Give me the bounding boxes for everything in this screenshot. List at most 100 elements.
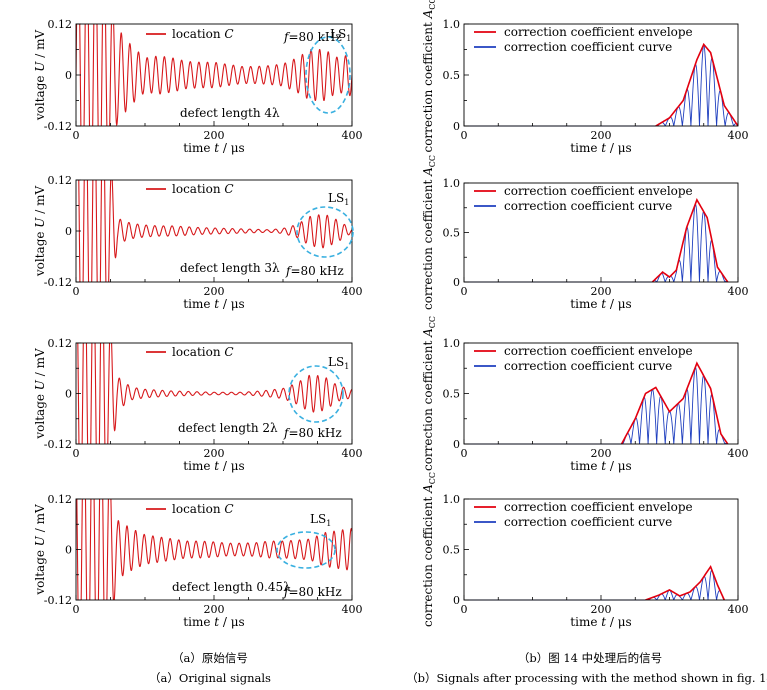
- x-axis-label-main: time: [183, 615, 214, 629]
- legend-location: location C: [172, 27, 234, 41]
- defect-length-annotation: defect length 3λ: [180, 261, 280, 275]
- y-axis-label-main: voltage: [33, 390, 47, 439]
- y-axis-label: correction coefficient ACC: [421, 316, 437, 471]
- x-axis-label-var: t: [214, 615, 219, 629]
- legend-location: location C: [172, 345, 234, 359]
- x-axis-label-main: time: [183, 141, 214, 155]
- frequency-value: =80 kHz: [290, 264, 343, 278]
- x-axis-label-unit: / μs: [219, 297, 245, 311]
- ls1-label-sub: 1: [344, 362, 349, 371]
- legend-curve: correction coefficient curve: [504, 359, 672, 373]
- x-axis-label: time t / μs: [183, 459, 244, 473]
- y-tick-label: -0.12: [44, 594, 72, 607]
- y-tick-label: 0: [65, 388, 72, 401]
- frequency-value: =80 kHz: [288, 585, 341, 599]
- x-axis-label-unit: / μs: [219, 141, 245, 155]
- correction-coefficient-envelope: [655, 42, 738, 126]
- y-tick-label: 1.0: [443, 493, 461, 506]
- x-axis-label-var: t: [601, 615, 606, 629]
- x-axis-label-var: t: [601, 459, 606, 473]
- x-axis-label-main: time: [570, 615, 601, 629]
- y-tick-label: -0.12: [44, 276, 72, 289]
- defect-length-annotation: defect length 4λ: [180, 106, 280, 120]
- y-axis-label: correction coefficient ACC: [421, 472, 437, 627]
- legend-envelope: correction coefficient envelope: [504, 25, 693, 39]
- y-axis-label-unit: / mV: [33, 504, 47, 536]
- y-axis-label: correction coefficient ACC: [421, 0, 437, 153]
- correction-coefficient-curve: [655, 43, 738, 126]
- ls1-highlight-circle: [296, 206, 354, 258]
- x-axis-label: time t / μs: [570, 615, 631, 629]
- caption-left-cn: （a）原始信号: [172, 651, 248, 665]
- y-axis-label-var: U: [33, 379, 47, 390]
- x-tick-label: 400: [342, 603, 363, 616]
- x-axis-label-var: t: [214, 459, 219, 473]
- y-axis-label-var: A: [421, 328, 435, 338]
- correction-coefficient-envelope: [651, 197, 729, 282]
- legend-location-var: C: [224, 502, 233, 516]
- x-tick-label: 400: [342, 447, 363, 460]
- y-axis-label: voltage U / mV: [33, 504, 47, 596]
- legend-location-text: location: [172, 27, 224, 41]
- x-tick-label: 400: [728, 447, 749, 460]
- x-axis-label-var: t: [214, 297, 219, 311]
- legend-envelope: correction coefficient envelope: [504, 344, 693, 358]
- ls1-label: LS1: [328, 191, 349, 207]
- x-axis-label-unit: / μs: [606, 141, 632, 155]
- y-tick-label: -0.12: [44, 120, 72, 133]
- ls1-label-sub: 1: [326, 519, 331, 528]
- x-tick-label: 0: [461, 129, 468, 142]
- y-axis-label-main: voltage: [33, 228, 47, 277]
- x-axis-label: time t / μs: [570, 459, 631, 473]
- y-tick-label: 0: [453, 594, 460, 607]
- x-tick-label: 200: [591, 603, 612, 616]
- legend-location-text: location: [172, 345, 224, 359]
- x-axis-label-unit: / μs: [606, 615, 632, 629]
- x-tick-label: 200: [591, 129, 612, 142]
- legend-location-var: C: [224, 182, 233, 196]
- y-axis-label-var: A: [421, 484, 435, 494]
- y-tick-label: 0.12: [48, 493, 73, 506]
- x-tick-label: 0: [73, 285, 80, 298]
- x-axis-label-main: time: [183, 297, 214, 311]
- frequency-value: =80 kHz: [288, 30, 341, 44]
- frequency-annotation: f=80 kHz: [283, 30, 342, 44]
- x-tick-label: 200: [591, 447, 612, 460]
- y-tick-label: 0: [65, 225, 72, 238]
- frequency-annotation: f=80 kHz: [283, 585, 342, 599]
- legend-location-var: C: [224, 345, 233, 359]
- y-tick-label: 0.12: [48, 337, 73, 350]
- signal-waveform: [76, 499, 352, 600]
- frequency-var: f: [283, 426, 291, 440]
- frequency-var: f: [283, 585, 291, 599]
- x-tick-label: 400: [728, 603, 749, 616]
- x-axis-label-var: t: [214, 141, 219, 155]
- y-tick-label: 0: [65, 69, 72, 82]
- ls1-highlight-circle: [305, 36, 351, 114]
- frequency-value: =80 kHz: [288, 426, 341, 440]
- x-tick-label: 0: [461, 603, 468, 616]
- y-axis-label-var: U: [33, 61, 47, 72]
- ls1-label-main: LS: [328, 355, 344, 369]
- signal-waveform: [78, 180, 352, 282]
- y-tick-label: 0.5: [443, 69, 461, 82]
- y-axis-label-main: correction coefficient: [421, 18, 435, 152]
- y-axis-label-main: correction coefficient: [421, 176, 435, 310]
- x-axis-label-main: time: [570, 459, 601, 473]
- x-tick-label: 0: [73, 129, 80, 142]
- y-axis-label-var: U: [33, 535, 47, 546]
- x-axis-label: time t / μs: [183, 297, 244, 311]
- legend-curve: correction coefficient curve: [504, 199, 672, 213]
- x-tick-label: 0: [461, 285, 468, 298]
- caption-right-en: （b）Signals after processing with the met…: [406, 671, 767, 685]
- x-tick-label: 400: [728, 285, 749, 298]
- y-tick-label: 0.5: [443, 227, 461, 240]
- x-tick-label: 400: [728, 129, 749, 142]
- x-tick-label: 200: [204, 285, 225, 298]
- y-tick-label: 0.5: [443, 544, 461, 557]
- y-tick-label: 0.5: [443, 388, 461, 401]
- y-axis-label-var: A: [421, 9, 435, 19]
- defect-length-annotation: defect length 2λ: [178, 421, 278, 435]
- y-axis-label-main: correction coefficient: [421, 337, 435, 471]
